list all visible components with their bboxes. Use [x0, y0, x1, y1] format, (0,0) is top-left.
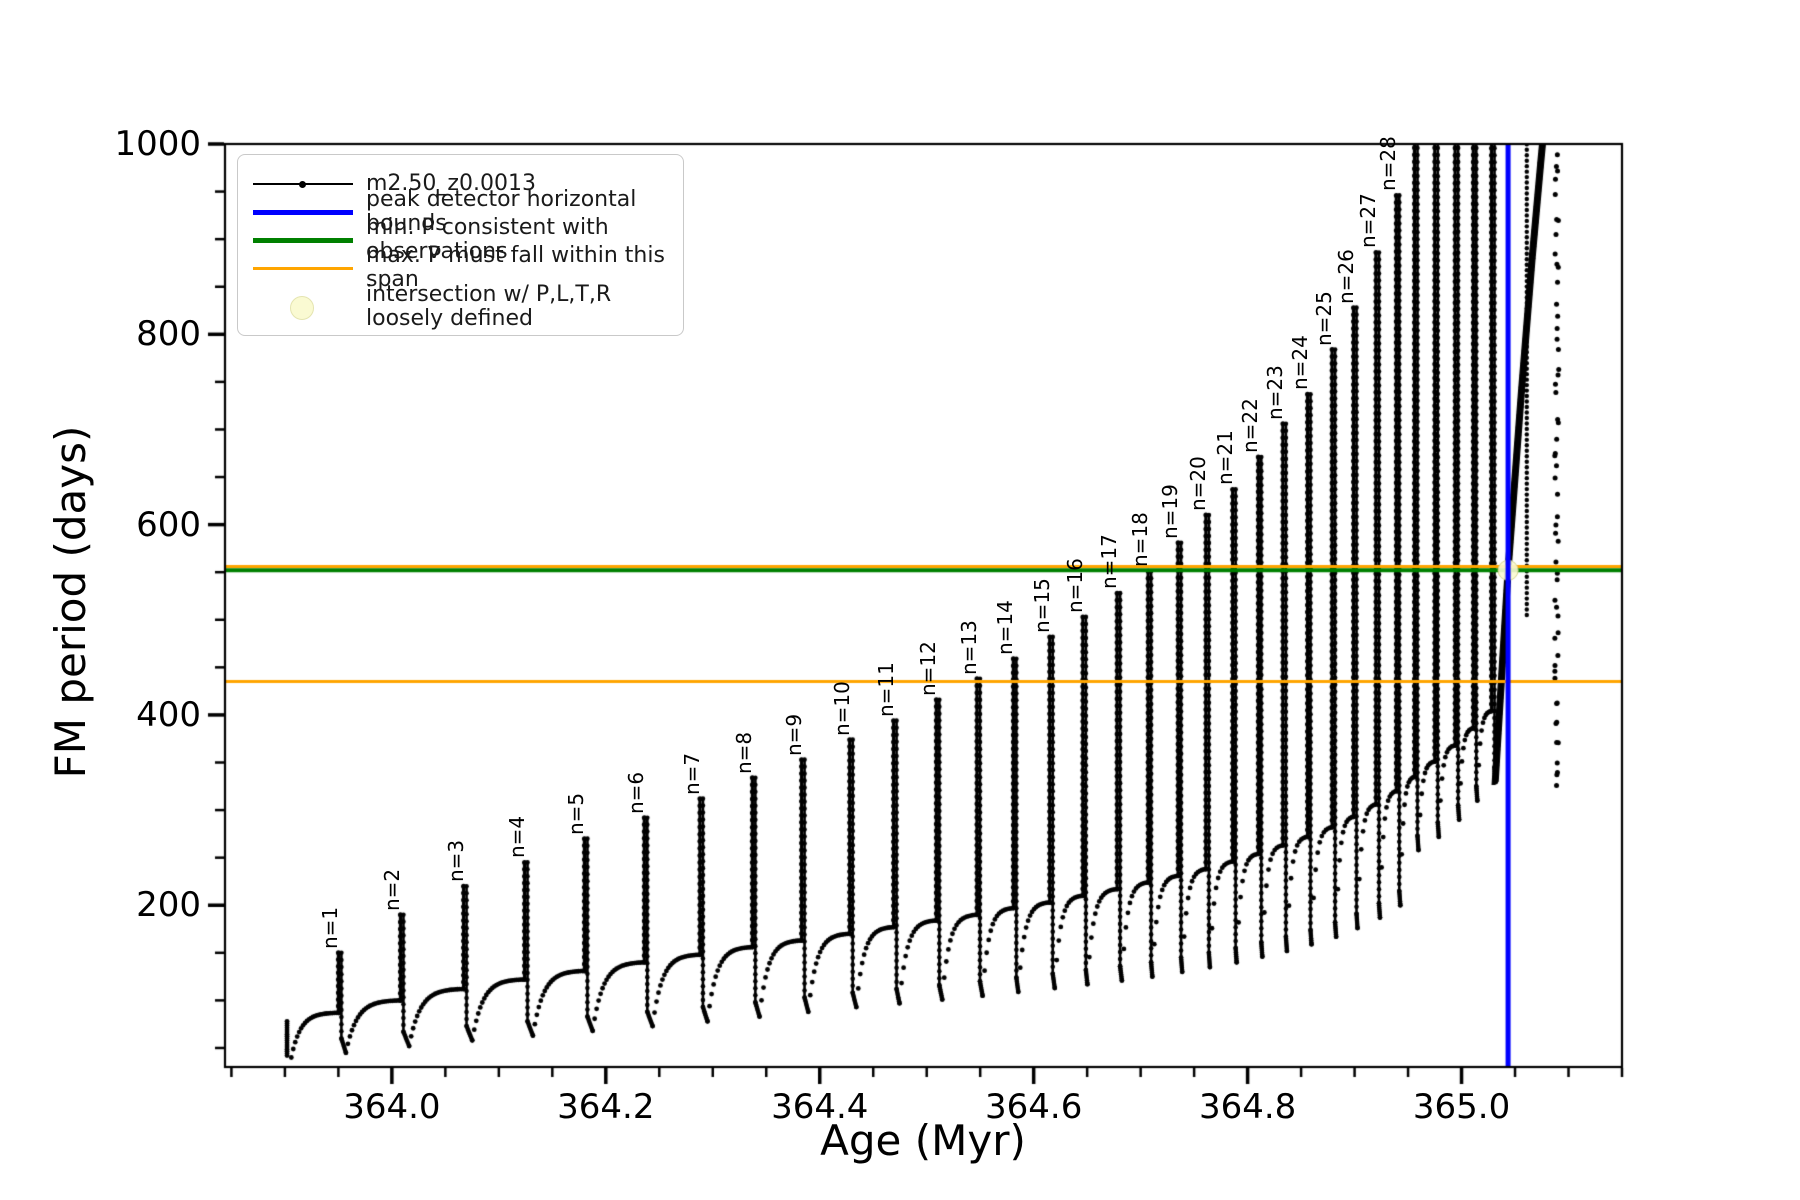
- x-tick-label-364.8: 364.8: [1198, 1087, 1297, 1127]
- intersection-marker-swatch: [253, 282, 353, 332]
- peak-label-n-14: n=14: [993, 599, 1018, 655]
- peak-label-n-24: n=24: [1287, 335, 1312, 391]
- peak-label-n-5: n=5: [564, 792, 589, 835]
- peak-label-n-11: n=11: [873, 661, 898, 717]
- x-tick-label-364.0: 364.0: [343, 1087, 441, 1127]
- legend-label-min-p: min. P consistent with observations: [366, 215, 609, 264]
- y-axis-title: FM period (days): [46, 425, 95, 779]
- legend-entry-peak-detector: peak detector horizontal bounds: [238, 188, 683, 236]
- legend-entry-series: m2.50_z0.0013: [238, 170, 683, 198]
- peak-label-n-13: n=13: [956, 619, 981, 675]
- peak-label-n-7: n=7: [679, 752, 704, 795]
- legend-label-max-p: max. P must fall within this span: [366, 243, 665, 292]
- peak-label-n-28: n=28: [1376, 136, 1401, 192]
- series-line-swatch: [253, 170, 353, 198]
- peak-label-n-19: n=19: [1158, 483, 1183, 539]
- y-tick-label-1000: 1000: [114, 124, 201, 164]
- legend-entry-min-p: min. P consistent with observations: [238, 216, 683, 264]
- x-tick-label-365.0: 365.0: [1412, 1087, 1511, 1127]
- peak-label-n-16: n=16: [1062, 558, 1087, 613]
- y-tick-label-800: 800: [136, 314, 201, 355]
- y-tick-label-600: 600: [136, 504, 201, 545]
- peak-label-n-20: n=20: [1185, 456, 1210, 512]
- peak-label-n-6: n=6: [624, 771, 649, 814]
- legend-entry-max-p: max. P must fall within this span: [238, 244, 683, 292]
- legend-label-peak-detector: peak detector horizontal bounds: [366, 187, 637, 236]
- peak-label-n-27: n=27: [1355, 193, 1380, 249]
- blue-line-swatch: [253, 198, 353, 226]
- legend-label-series: m2.50_z0.0013: [366, 171, 536, 196]
- peak-label-n-8: n=8: [732, 731, 757, 774]
- green-line-swatch: [253, 226, 353, 254]
- peak-label-n-2: n=2: [380, 868, 405, 911]
- peak-label-n-10: n=10: [829, 680, 854, 736]
- legend: m2.50_z0.0013 peak detector horizontal b…: [237, 154, 684, 336]
- x-tick-label-364.6: 364.6: [985, 1087, 1083, 1127]
- peak-label-n-23: n=23: [1262, 364, 1287, 420]
- peak-label-n-4: n=4: [504, 816, 529, 859]
- orange-line-swatch: [253, 254, 353, 282]
- legend-entry-intersection: intersection w/ P,L,T,R loosely defined: [238, 282, 683, 332]
- x-axis-title: Age (Myr): [820, 1116, 1026, 1165]
- y-tick-label-400: 400: [136, 694, 201, 735]
- peak-label-n-17: n=17: [1097, 534, 1122, 590]
- peak-label-n-9: n=9: [781, 713, 806, 756]
- x-tick-label-364.2: 364.2: [557, 1087, 655, 1127]
- peak-label-n-21: n=21: [1212, 430, 1237, 486]
- peak-label-n-15: n=15: [1029, 578, 1054, 633]
- y-tick-label-200: 200: [136, 885, 201, 926]
- x-tick-label-364.4: 364.4: [771, 1087, 869, 1127]
- peak-label-n-22: n=22: [1238, 398, 1263, 454]
- peak-label-n-12: n=12: [916, 640, 941, 696]
- peak-label-n-1: n=1: [318, 906, 343, 949]
- peak-label-n-26: n=26: [1333, 248, 1358, 304]
- peak-label-n-25: n=25: [1312, 290, 1337, 346]
- peak-label-n-3: n=3: [443, 840, 468, 883]
- legend-label-intersection: intersection w/ P,L,T,R loosely defined: [366, 282, 612, 331]
- peak-label-n-18: n=18: [1128, 512, 1153, 568]
